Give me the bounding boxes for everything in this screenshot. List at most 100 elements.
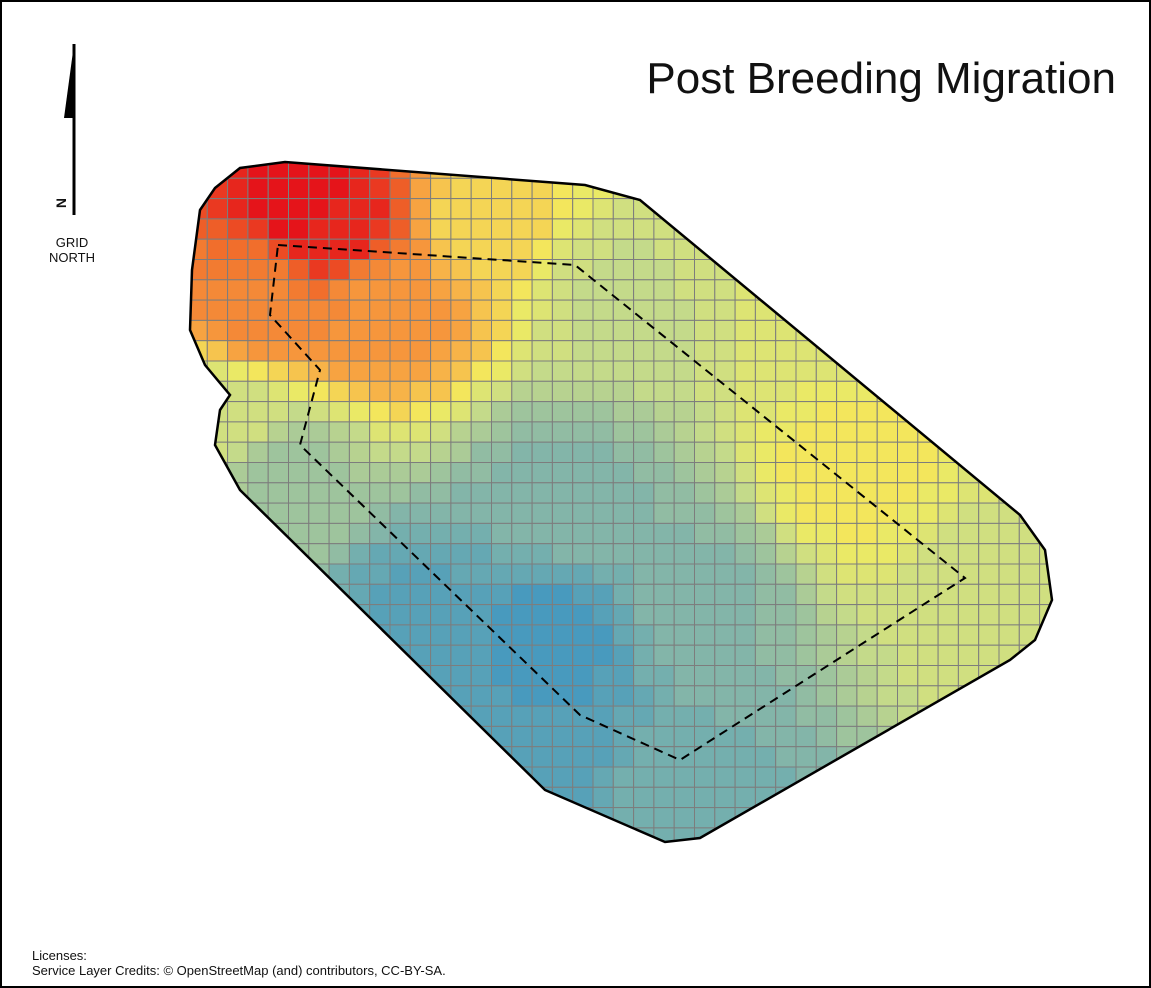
grid-cell: [531, 482, 553, 504]
grid-cell: [369, 502, 391, 524]
grid-cell: [592, 644, 614, 667]
grid-cell: [795, 583, 817, 606]
grid-cell: [694, 624, 716, 646]
grid-cell: [389, 543, 411, 565]
grid-cell: [288, 279, 310, 301]
grid-cell: [450, 543, 472, 565]
grid-cell: [653, 786, 675, 809]
grid-cell: [308, 177, 330, 200]
grid-cell: [673, 665, 696, 687]
grid-cell: [815, 604, 838, 626]
grid-cell: [673, 421, 696, 443]
grid-cell: [612, 746, 635, 768]
grid-cell: [328, 299, 350, 321]
grid-cell: [734, 563, 756, 585]
grid-cell: [328, 319, 350, 342]
grid-cell: [754, 502, 777, 524]
grid-cell: [206, 259, 229, 281]
grid-cell: [633, 563, 655, 585]
grid-cell: [430, 624, 452, 646]
grid-cell: [247, 238, 269, 260]
grid-cell: [572, 665, 594, 687]
arrow-head: [64, 44, 74, 118]
grid-cell: [714, 340, 736, 362]
grid-cell: [470, 482, 493, 504]
grid-cell: [227, 279, 249, 301]
grid-cell: [348, 360, 371, 382]
grid-cell: [511, 502, 533, 524]
grid-cell: [409, 340, 432, 362]
grid-cell: [694, 766, 716, 788]
grid-cell: [572, 299, 594, 321]
grid-cell: [227, 177, 249, 200]
grid-cell: [653, 421, 675, 443]
grid-cell: [572, 279, 594, 301]
grid-cell: [531, 604, 553, 626]
grid-cell: [531, 401, 553, 423]
grid-cell: [754, 563, 777, 585]
grid-cell: [937, 482, 959, 504]
grid-cell: [612, 218, 635, 240]
grid-cell: [430, 482, 452, 504]
grid-cell: [836, 624, 858, 646]
grid-cell: [897, 685, 919, 707]
grid-cell: [288, 482, 310, 504]
grid-cell: [754, 583, 777, 606]
grid-cell: [308, 238, 330, 260]
grid-cell: [897, 543, 919, 565]
grid-cell: [653, 360, 675, 382]
grid-cell: [633, 380, 655, 403]
grid-cell: [673, 725, 696, 748]
grid-cell: [775, 725, 797, 748]
grid-cell: [775, 441, 797, 464]
grid-cell: [673, 462, 696, 484]
grid-cell: [754, 624, 777, 646]
grid-cell: [247, 279, 269, 301]
grid-cell: [592, 502, 614, 524]
grid-cell: [714, 360, 736, 382]
grid-cell: [734, 421, 756, 443]
grid-cell: [531, 299, 553, 321]
grid-cell: [389, 198, 411, 220]
grid-cell: [633, 624, 655, 646]
grid-cell: [673, 441, 696, 464]
grid-cell: [369, 319, 391, 342]
grid-cell: [551, 685, 574, 707]
grid-cell: [308, 198, 330, 220]
grid-cell: [612, 665, 635, 687]
grid-cell: [592, 340, 614, 362]
grid-cell: [491, 624, 513, 646]
grid-cell: [450, 177, 472, 200]
grid-cell: [491, 644, 513, 667]
grid-cell: [531, 421, 553, 443]
grid-cell: [430, 198, 452, 220]
grid-cell: [633, 746, 655, 768]
grid-cell: [612, 786, 635, 809]
grid-cell: [430, 360, 452, 382]
grid-cell: [917, 543, 939, 565]
grid-cell: [389, 482, 411, 504]
grid-cell: [511, 259, 533, 281]
grid-cell: [653, 624, 675, 646]
grid-cell: [714, 786, 736, 809]
grid-cell: [328, 279, 350, 301]
grid-cell: [572, 725, 594, 748]
grid-cell: [288, 238, 310, 260]
grid-cell: [795, 604, 817, 626]
grid-cell: [531, 441, 553, 464]
grid-cell: [491, 543, 513, 565]
grid-cell: [612, 462, 635, 484]
grid-cell: [856, 462, 878, 484]
grid-cell: [389, 259, 411, 281]
grid-cell: [592, 786, 614, 809]
grid-cell: [957, 522, 980, 545]
grid-cell: [369, 522, 391, 545]
grid-cell: [592, 563, 614, 585]
grid-cell: [511, 380, 533, 403]
grid-cell: [511, 198, 533, 220]
grid-cell: [328, 259, 350, 281]
grid-cell: [917, 522, 939, 545]
grid-cell: [592, 766, 614, 788]
grid-cell: [348, 421, 371, 443]
grid-cell: [734, 380, 756, 403]
